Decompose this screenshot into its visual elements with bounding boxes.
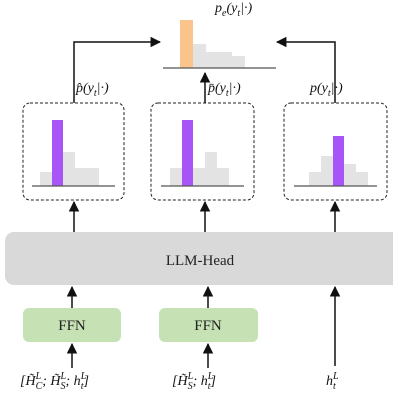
label-part: t <box>81 381 84 392</box>
input-label: hL t <box>326 371 339 392</box>
input-label: [H̃L C; H̃L S; hL t] <box>20 371 89 392</box>
label-part: C <box>36 381 43 392</box>
ffn-label: FFN <box>194 318 222 334</box>
branch-3-histogram <box>283 102 388 201</box>
label-part: h <box>326 374 333 389</box>
label-part: p̂(y <box>75 81 95 96</box>
ffn-block <box>159 308 258 342</box>
ensemble-histogram <box>163 20 276 69</box>
label-part: p <box>214 1 222 16</box>
label-part: L <box>35 371 42 382</box>
branch-label: p̄(yt|·) <box>207 81 241 99</box>
branch-1-histogram <box>22 102 125 201</box>
label-part: ] <box>82 374 88 389</box>
arrow <box>275 36 336 103</box>
label-part: S <box>188 381 193 392</box>
label-part: |·) <box>229 81 241 96</box>
label-part: t <box>333 381 336 392</box>
label-part: p(y <box>309 81 329 96</box>
label-part: ; h <box>193 374 208 389</box>
label-part: L <box>332 371 339 382</box>
label-part: e <box>222 8 227 19</box>
ffn-block <box>23 308 121 342</box>
label-part: ; h <box>66 374 81 389</box>
label-part: |·) <box>331 81 343 96</box>
label-part: |·) <box>97 81 109 96</box>
branch-label: p̂(yt|·) <box>75 81 109 99</box>
label-part: L <box>207 371 214 382</box>
label-part: t <box>328 88 331 99</box>
ensemble-label: pe(yt|·) <box>214 1 252 19</box>
label-part: [H̃ <box>172 373 188 389</box>
input-label: [H̃L S; hL t] <box>172 371 216 392</box>
label-part: [H̃ <box>20 373 36 389</box>
label-part: |·) <box>240 1 252 16</box>
label-part: t <box>208 381 211 392</box>
llm-head-block <box>5 232 393 285</box>
llm-head-label: LLM-Head <box>166 253 235 269</box>
label-part: t <box>226 88 229 99</box>
label-part: S <box>61 381 66 392</box>
arrow <box>73 36 162 103</box>
label-part: (y <box>226 1 238 16</box>
label-part: ; H̃ <box>42 373 61 389</box>
label-part: L <box>80 371 87 382</box>
label-part: p̄(y <box>207 81 227 96</box>
label-part: t <box>237 8 240 19</box>
label-part: L <box>60 371 67 382</box>
label-part: t <box>94 88 97 99</box>
label-part: ] <box>210 374 216 389</box>
branch-2-histogram <box>150 102 255 201</box>
branch-label: p(yt|·) <box>309 81 343 99</box>
ffn-label: FFN <box>58 318 86 334</box>
label-part: L <box>187 371 194 382</box>
